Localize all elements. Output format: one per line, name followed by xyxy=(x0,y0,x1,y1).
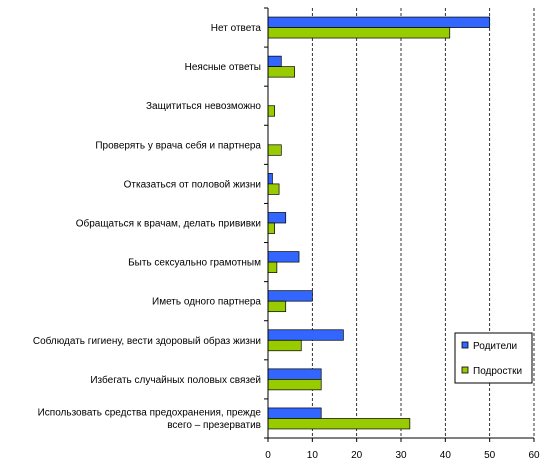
x-tick-label-60: 60 xyxy=(528,450,540,461)
bar-parents-1 xyxy=(267,55,282,67)
x-tick-label-50: 50 xyxy=(484,450,496,461)
bar-teens-4 xyxy=(267,183,280,195)
bar-teens-0 xyxy=(267,27,451,39)
bar-teens-5 xyxy=(267,222,276,234)
x-tick-labels: 0 10 20 30 40 50 60 xyxy=(265,450,540,461)
bar-parents-8 xyxy=(267,329,344,341)
axes xyxy=(264,7,535,442)
legend-swatch-teens xyxy=(461,366,469,374)
category-labels: Нет ответа Неясные ответы Защититься невоз… xyxy=(33,23,262,431)
category-label-7: Иметь одного партнера xyxy=(152,297,261,308)
bar-teens-7 xyxy=(267,300,287,313)
legend-box xyxy=(454,332,533,384)
category-label-0: Нет ответа xyxy=(211,23,262,34)
bar-parents-6 xyxy=(267,251,300,263)
legend-label-parents: Родители xyxy=(473,341,517,352)
bar-parents-9 xyxy=(267,368,322,380)
category-label-9: Избегать случайных половых связей xyxy=(90,374,261,386)
x-tick-label-20: 20 xyxy=(351,450,363,461)
x-tick-label-40: 40 xyxy=(440,450,452,461)
category-label-8: Соблюдать гигиену, вести здоровый образ … xyxy=(33,335,261,347)
bar-parents-7 xyxy=(267,290,313,302)
bar-teens-9 xyxy=(267,379,322,391)
bar-teens-3 xyxy=(267,144,282,156)
x-tick-label-30: 30 xyxy=(395,450,407,461)
bar-parents-10 xyxy=(267,407,322,419)
x-tick-label-0: 0 xyxy=(265,450,271,461)
bar-teens-6 xyxy=(267,261,278,273)
category-label-1: Неясные ответы xyxy=(185,62,261,73)
legend-label-teens: Подростки xyxy=(473,366,522,377)
category-label-10: Использовать средства предохранения, пре… xyxy=(38,408,262,432)
bar-teens-2 xyxy=(267,105,276,117)
category-label-2: Защититься невозможно xyxy=(146,101,261,112)
bar-parents-5 xyxy=(267,212,287,224)
x-tick-label-10: 10 xyxy=(307,450,319,461)
category-label-5: Обращаться к врачам, делать прививки xyxy=(76,218,261,230)
bar-teens-8 xyxy=(267,339,302,352)
bar-parents-0 xyxy=(267,16,491,28)
category-label-3: Проверять у врача себя и партнера xyxy=(95,139,261,151)
bar-teens-10 xyxy=(267,418,411,430)
legend: Родители Подростки xyxy=(454,332,533,384)
category-label-4: Отказаться от половой жизни xyxy=(124,179,261,190)
legend-swatch-parents xyxy=(461,341,469,349)
bar-parents-4 xyxy=(267,173,273,185)
category-label-6: Быть сексуально грамотным xyxy=(128,258,261,269)
bar-teens-1 xyxy=(267,66,295,78)
grid-lines xyxy=(311,8,535,438)
